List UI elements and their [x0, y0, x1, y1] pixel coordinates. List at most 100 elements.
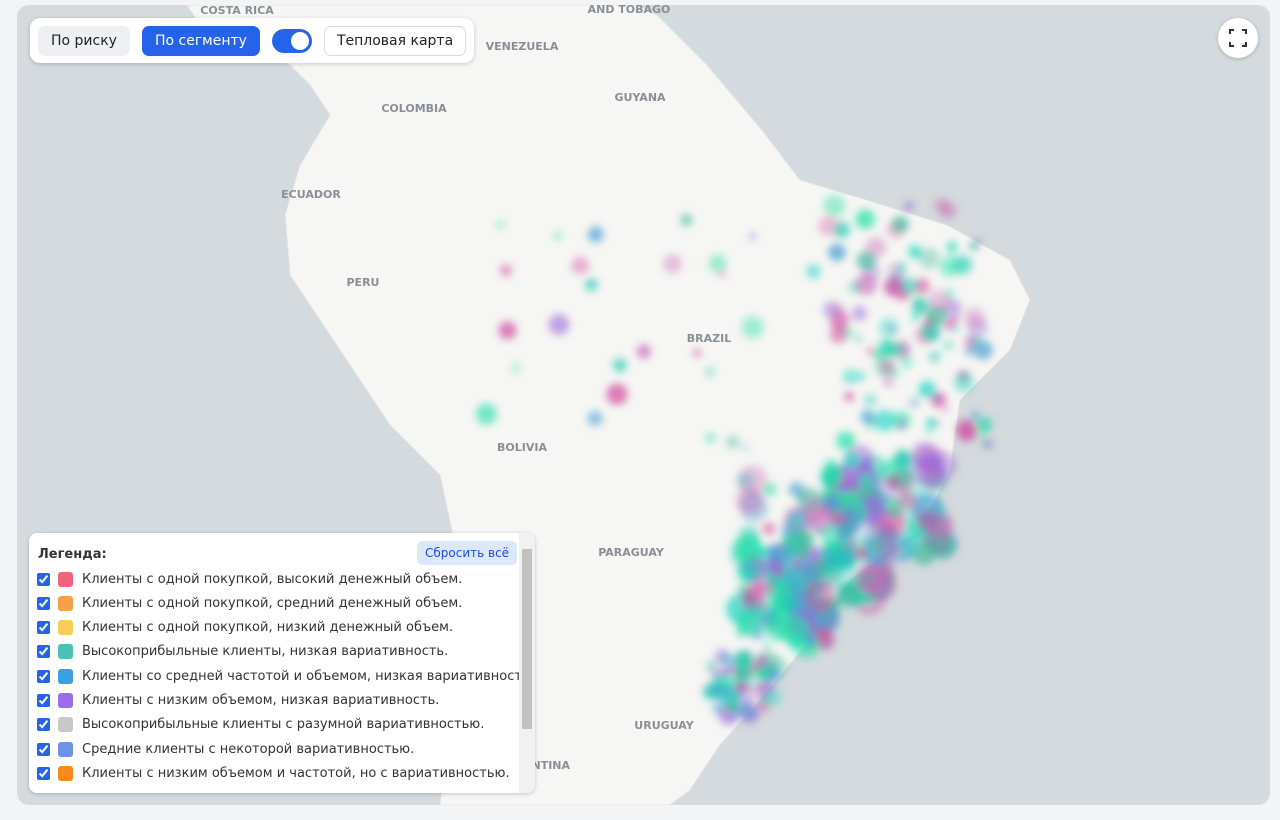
cluster-marker[interactable] — [762, 590, 775, 602]
cluster-marker[interactable] — [863, 393, 877, 407]
cluster-marker[interactable] — [916, 509, 940, 533]
cluster-marker[interactable] — [880, 359, 895, 374]
cluster-marker[interactable] — [714, 648, 730, 664]
legend-checkbox[interactable] — [37, 694, 50, 707]
cluster-marker[interactable] — [890, 511, 898, 518]
cluster-marker[interactable] — [842, 505, 859, 522]
cluster-marker[interactable] — [752, 602, 762, 612]
cluster-marker[interactable] — [886, 474, 902, 490]
cluster-marker[interactable] — [833, 221, 850, 239]
cluster-marker[interactable] — [827, 517, 836, 526]
cluster-marker[interactable] — [770, 604, 777, 612]
heatmap-button[interactable]: Тепловая карта — [323, 25, 467, 56]
toolbar-button[interactable]: По сегменту — [141, 25, 260, 56]
cluster-marker[interactable] — [837, 583, 859, 606]
reset-button[interactable]: Сбросить всё — [417, 541, 518, 565]
cluster-marker[interactable] — [855, 575, 864, 584]
cluster-marker[interactable] — [777, 614, 808, 645]
cluster-marker[interactable] — [843, 452, 861, 470]
cluster-marker[interactable] — [964, 346, 974, 356]
cluster-marker[interactable] — [705, 367, 715, 377]
cluster-marker[interactable] — [928, 450, 957, 480]
cluster-marker[interactable] — [855, 273, 878, 296]
cluster-marker[interactable] — [761, 655, 768, 662]
cluster-marker[interactable] — [743, 586, 763, 606]
cluster-marker[interactable] — [749, 233, 756, 240]
cluster-marker[interactable] — [970, 335, 982, 347]
cluster-marker[interactable] — [712, 703, 723, 714]
cluster-marker[interactable] — [883, 376, 894, 388]
cluster-marker[interactable] — [738, 703, 757, 721]
cluster-marker[interactable] — [821, 567, 843, 588]
cluster-marker[interactable] — [497, 220, 505, 229]
cluster-marker[interactable] — [851, 305, 868, 322]
cluster-marker[interactable] — [939, 202, 957, 220]
cluster-marker[interactable] — [606, 383, 628, 405]
legend-checkbox[interactable] — [37, 742, 50, 756]
cluster-marker[interactable] — [726, 701, 738, 714]
cluster-marker[interactable] — [898, 526, 924, 552]
cluster-marker[interactable] — [951, 325, 960, 333]
cluster-marker[interactable] — [911, 313, 920, 322]
cluster-marker[interactable] — [788, 481, 805, 498]
cluster-marker[interactable] — [741, 657, 751, 666]
cluster-marker[interactable] — [585, 278, 598, 292]
cluster-marker[interactable] — [939, 256, 961, 277]
cluster-marker[interactable] — [926, 427, 934, 435]
cluster-marker[interactable] — [762, 482, 777, 497]
cluster-marker[interactable] — [721, 665, 732, 677]
cluster-marker[interactable] — [858, 372, 866, 380]
cluster-marker[interactable] — [736, 487, 764, 515]
cluster-marker[interactable] — [832, 303, 845, 316]
cluster-marker[interactable] — [587, 226, 604, 243]
legend-checkbox[interactable] — [37, 596, 50, 610]
cluster-marker[interactable] — [813, 605, 841, 633]
cluster-marker[interactable] — [680, 214, 692, 226]
cluster-marker[interactable] — [749, 682, 768, 701]
cluster-marker[interactable] — [879, 318, 899, 338]
cluster-marker[interactable] — [806, 264, 821, 279]
cluster-marker[interactable] — [856, 458, 874, 477]
cluster-marker[interactable] — [921, 322, 941, 342]
cluster-marker[interactable] — [754, 667, 768, 680]
cluster-marker[interactable] — [874, 535, 899, 560]
cluster-marker[interactable] — [911, 296, 931, 316]
cluster-marker[interactable] — [779, 595, 797, 613]
cluster-marker[interactable] — [839, 518, 860, 539]
cluster-marker[interactable] — [587, 410, 603, 427]
cluster-marker[interactable] — [908, 397, 920, 408]
cluster-marker[interactable] — [767, 557, 785, 575]
cluster-marker[interactable] — [693, 349, 702, 358]
cluster-marker[interactable] — [708, 254, 727, 273]
cluster-marker[interactable] — [943, 340, 954, 350]
cluster-marker[interactable] — [548, 314, 570, 336]
legend-checkbox[interactable] — [37, 669, 50, 683]
cluster-marker[interactable] — [863, 571, 876, 584]
cluster-marker[interactable] — [971, 411, 980, 420]
cluster-marker[interactable] — [951, 316, 959, 324]
cluster-marker[interactable] — [741, 316, 764, 339]
cluster-marker[interactable] — [964, 308, 985, 329]
cluster-marker[interactable] — [829, 325, 848, 344]
cluster-marker[interactable] — [498, 321, 517, 340]
cluster-marker[interactable] — [803, 580, 835, 612]
legend-checkbox[interactable] — [37, 718, 50, 732]
cluster-marker[interactable] — [828, 243, 846, 262]
cluster-marker[interactable] — [500, 264, 512, 277]
cluster-marker[interactable] — [823, 492, 842, 511]
cluster-marker[interactable] — [927, 289, 950, 312]
scrollbar[interactable] — [519, 533, 535, 793]
cluster-marker[interactable] — [855, 209, 876, 229]
legend-checkbox[interactable] — [37, 645, 50, 659]
heatmap-toggle[interactable] — [271, 28, 312, 53]
cluster-marker[interactable] — [706, 433, 715, 443]
cluster-marker[interactable] — [974, 417, 992, 435]
cluster-marker[interactable] — [636, 344, 651, 359]
cluster-marker[interactable] — [705, 660, 718, 672]
cluster-marker[interactable] — [726, 435, 740, 449]
cluster-marker[interactable] — [835, 532, 846, 543]
cluster-marker[interactable] — [823, 195, 846, 217]
scroll-thumb[interactable] — [522, 549, 532, 729]
cluster-marker[interactable] — [763, 641, 771, 649]
cluster-marker[interactable] — [904, 201, 914, 212]
